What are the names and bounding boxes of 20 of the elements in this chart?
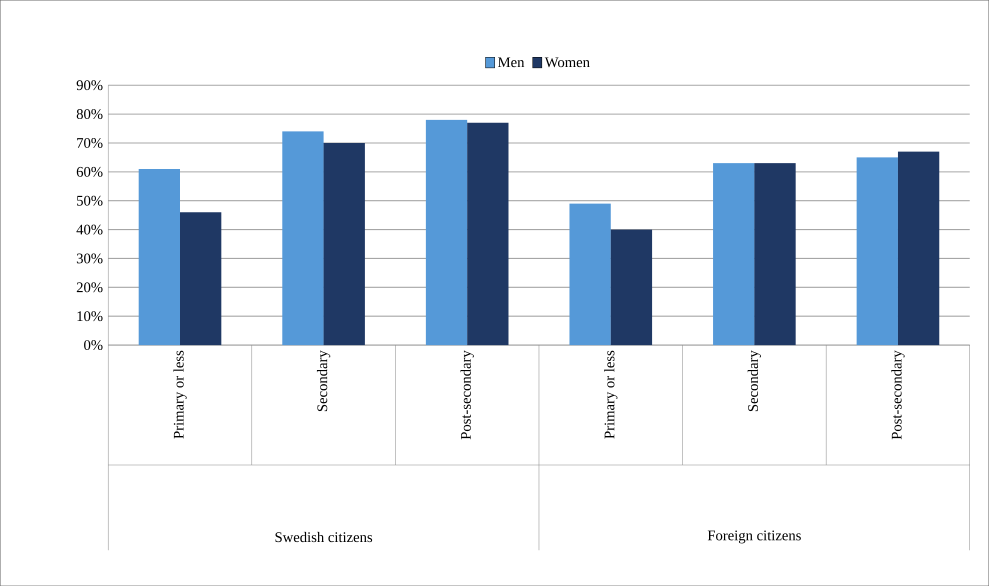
y-tick-label: 0% [84,340,103,350]
y-tick-label: 90% [76,80,103,90]
y-tick-label: 10% [77,311,103,322]
legend-label: Men [498,57,524,68]
y-tick-label: 60% [76,166,103,177]
x-tick-label: Post-secondary [460,350,474,440]
y-tick-label: 70% [77,138,103,148]
y-tick-label: 50% [77,196,103,206]
text: Swedish citizens [276,532,372,542]
x-tick-label: Primary or less [604,350,618,438]
x-tick-label: Post-secondary [891,350,905,440]
y-tick-label: 40% [76,224,103,234]
text: Foreign citizens [708,530,801,544]
y-tick-label: 80% [76,109,103,119]
x-tick-label: Secondary [316,350,330,412]
x-tick-label: Secondary [748,350,762,412]
y-tick-label: 20% [76,282,103,292]
x-tick-label: Primary or less [173,350,187,438]
legend-label: Women [544,57,590,68]
y-tick-label: 30% [76,253,103,264]
